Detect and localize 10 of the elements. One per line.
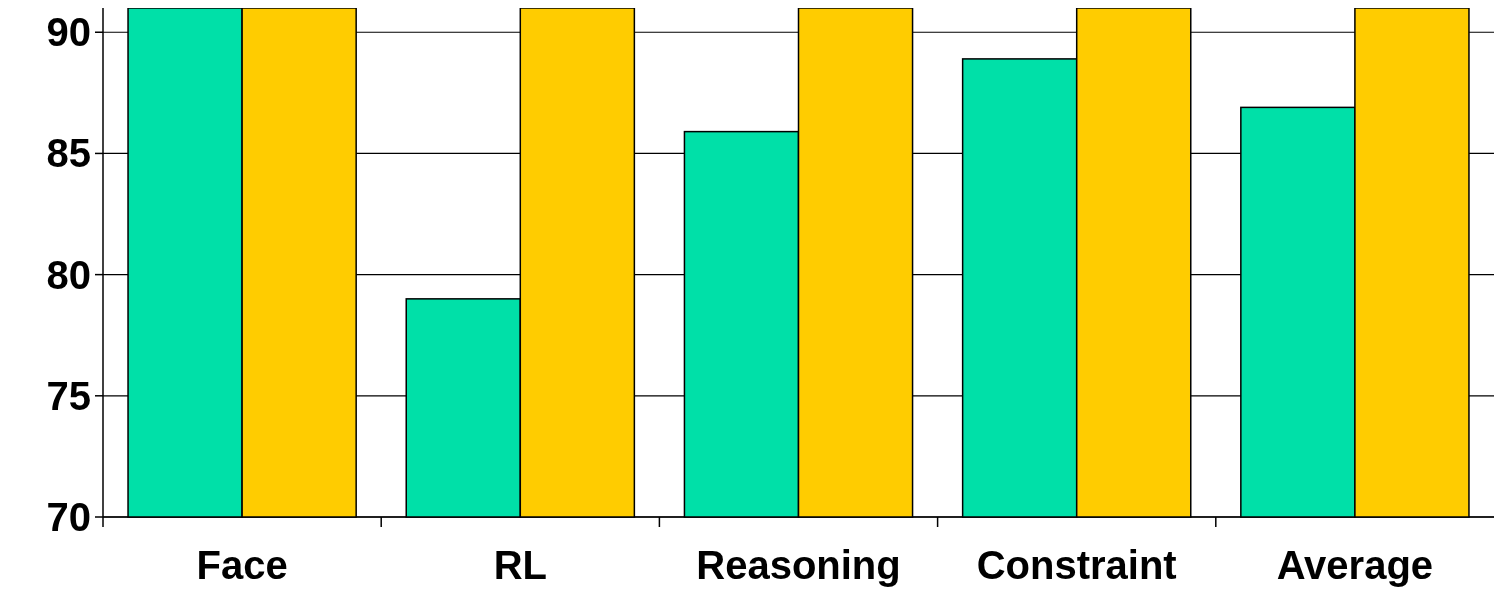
x-tick-label: Average: [1276, 543, 1434, 587]
y-tick-label: 70: [46, 495, 91, 539]
y-tick-label: 80: [46, 252, 91, 297]
y-tick-label: 90: [46, 10, 91, 55]
x-tick-label: Face: [196, 543, 288, 587]
y-tick-label: 85: [46, 131, 91, 176]
y-tick-label: 75: [46, 373, 91, 418]
x-tick-label: Reasoning: [696, 543, 901, 587]
x-tick-label: Constraint: [976, 543, 1177, 587]
x-tick-label: RL: [493, 543, 547, 587]
